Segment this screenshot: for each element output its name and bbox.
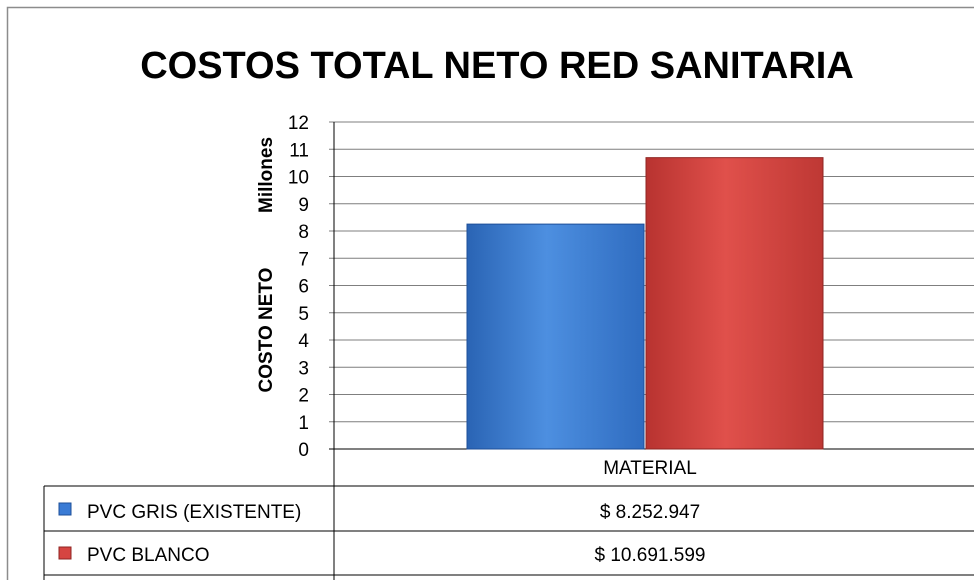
y-tick-label: 10 [288,168,309,189]
data-label-pvc-blanco: $ 10.691.599 [595,545,706,566]
data-table [43,449,974,580]
legend-key-pvc-blanco [58,546,72,560]
y-tick-label: 8 [298,222,309,243]
y-tick-label: 5 [298,304,309,325]
y-tick-label: 3 [298,358,309,379]
y-tick-label: 9 [298,195,309,216]
legend-label-pvc-gris: PVC GRIS (EXISTENTE) [87,502,301,523]
chart-title: COSTOS TOTAL NETO RED SANITARIA [140,45,854,87]
bars [466,157,824,450]
bar-pvc-blanco [645,157,824,450]
legend-key-pvc-gris [58,502,72,516]
y-tick-label: 0 [298,440,309,461]
y-tick-label: 1 [298,413,309,434]
y-axis-unit-label: Millones [256,137,277,213]
legend-label-pvc-blanco: PVC BLANCO [87,545,209,566]
y-tick-label: 7 [298,249,309,270]
y-tick-label: 2 [298,386,309,407]
y-tick-label: 11 [289,140,309,161]
bar-pvc-gris [466,223,645,450]
y-tick-label: 6 [298,277,309,298]
category-label: MATERIAL [603,458,697,479]
y-tick-label: 4 [298,331,309,352]
y-axis-title: COSTO NETO [256,268,277,393]
y-tick-label: 12 [288,113,309,134]
data-label-pvc-gris: $ 8.252.947 [600,502,700,523]
